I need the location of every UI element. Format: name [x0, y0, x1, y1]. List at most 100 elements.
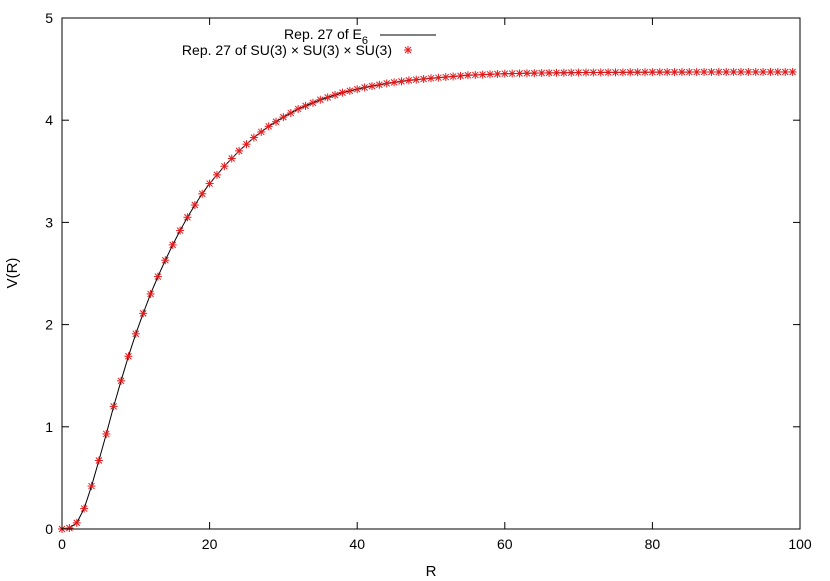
- data-point-56: [471, 70, 480, 79]
- series-line-0: [61, 71, 793, 530]
- plot-frame: [61, 17, 801, 530]
- data-point-52: [441, 73, 450, 82]
- data-point-98: [781, 67, 790, 76]
- data-point-5: [94, 456, 103, 465]
- data-point-22: [220, 162, 229, 171]
- data-point-83: [670, 68, 679, 77]
- data-point-17: [183, 213, 192, 222]
- data-point-3: [80, 504, 89, 513]
- data-point-37: [331, 90, 340, 99]
- legend-line-subscript: 6: [362, 35, 368, 47]
- data-point-77: [626, 68, 635, 77]
- data-point-31: [286, 109, 295, 118]
- data-point-13: [153, 272, 162, 281]
- data-point-40: [353, 85, 362, 94]
- data-point-30: [279, 113, 288, 122]
- data-point-93: [744, 67, 753, 76]
- data-point-57: [478, 70, 487, 79]
- data-point-97: [773, 67, 782, 76]
- data-point-35: [316, 95, 325, 104]
- data-point-26: [249, 133, 258, 142]
- data-point-60: [500, 69, 509, 78]
- data-point-63: [522, 69, 531, 78]
- data-point-24: [235, 146, 244, 155]
- data-point-87: [700, 68, 709, 77]
- series-points-1: [58, 67, 797, 533]
- data-point-27: [257, 127, 266, 136]
- legend-label-line-series: Rep. 27 of E6: [284, 26, 368, 47]
- data-point-66: [545, 68, 554, 77]
- tick-labels: 0 20 40 60 80 100 0 1 2 3 4 5: [45, 10, 812, 552]
- data-point-84: [677, 68, 686, 77]
- x-tick-label-4: 80: [645, 536, 661, 552]
- data-point-53: [449, 72, 458, 81]
- data-point-29: [272, 117, 281, 126]
- legend-star-marker: [404, 46, 412, 54]
- data-point-54: [456, 71, 465, 80]
- data-point-44: [382, 79, 391, 88]
- data-point-19: [198, 189, 207, 198]
- data-point-64: [530, 69, 539, 78]
- data-point-34: [308, 98, 317, 107]
- data-point-16: [176, 226, 185, 235]
- data-point-51: [434, 73, 443, 82]
- data-point-42: [367, 82, 376, 91]
- data-point-89: [714, 67, 723, 76]
- data-point-43: [375, 80, 384, 89]
- data-point-36: [323, 93, 332, 102]
- x-tick-label-2: 40: [349, 536, 365, 552]
- data-point-70: [574, 68, 583, 77]
- data-point-10: [131, 329, 140, 338]
- data-point-15: [168, 240, 177, 249]
- data-point-32: [294, 104, 303, 113]
- data-point-2: [72, 518, 81, 527]
- data-point-38: [338, 88, 347, 97]
- data-point-81: [655, 68, 664, 77]
- data-point-86: [692, 68, 701, 77]
- y-tick-label-0: 0: [45, 521, 53, 537]
- data-point-58: [486, 70, 495, 79]
- data-point-62: [515, 69, 524, 78]
- data-point-46: [397, 77, 406, 86]
- x-tick-label-3: 60: [497, 536, 513, 552]
- legend-line-name: Rep. 27 of E: [284, 26, 362, 42]
- data-point-4: [87, 482, 96, 491]
- data-point-8: [117, 376, 126, 385]
- x-axis-label: R: [426, 563, 437, 580]
- data-point-82: [663, 68, 672, 77]
- data-point-80: [648, 68, 657, 77]
- data-point-94: [751, 67, 760, 76]
- y-tick-label-5: 5: [45, 10, 53, 26]
- data-point-96: [766, 67, 775, 76]
- series-layer: [58, 67, 797, 533]
- tick-marks: [61, 17, 801, 530]
- data-point-76: [618, 68, 627, 77]
- data-point-47: [404, 76, 413, 85]
- data-point-14: [161, 256, 170, 265]
- y-tick-label-3: 3: [45, 214, 53, 230]
- y-axis-label: V(R): [4, 258, 21, 289]
- data-point-28: [264, 122, 273, 131]
- y-tick-label-4: 4: [45, 112, 53, 128]
- data-point-21: [212, 170, 221, 179]
- data-point-65: [537, 68, 546, 77]
- data-point-6: [102, 429, 111, 438]
- data-point-45: [390, 78, 399, 87]
- data-point-1: [65, 523, 74, 532]
- x-tick-label-1: 20: [202, 536, 218, 552]
- data-point-91: [729, 67, 738, 76]
- data-point-50: [427, 74, 435, 83]
- data-point-71: [581, 68, 590, 77]
- data-point-18: [190, 201, 199, 210]
- data-point-68: [559, 68, 568, 77]
- data-point-74: [604, 68, 613, 77]
- data-point-55: [463, 71, 472, 80]
- data-point-85: [685, 68, 694, 77]
- data-point-67: [552, 68, 561, 77]
- data-point-9: [124, 352, 133, 361]
- legend-label-star-series: Rep. 27 of SU(3) × SU(3) × SU(3): [182, 42, 392, 58]
- y-tick-label-1: 1: [45, 419, 53, 435]
- data-point-95: [759, 67, 768, 76]
- data-point-7: [109, 402, 118, 411]
